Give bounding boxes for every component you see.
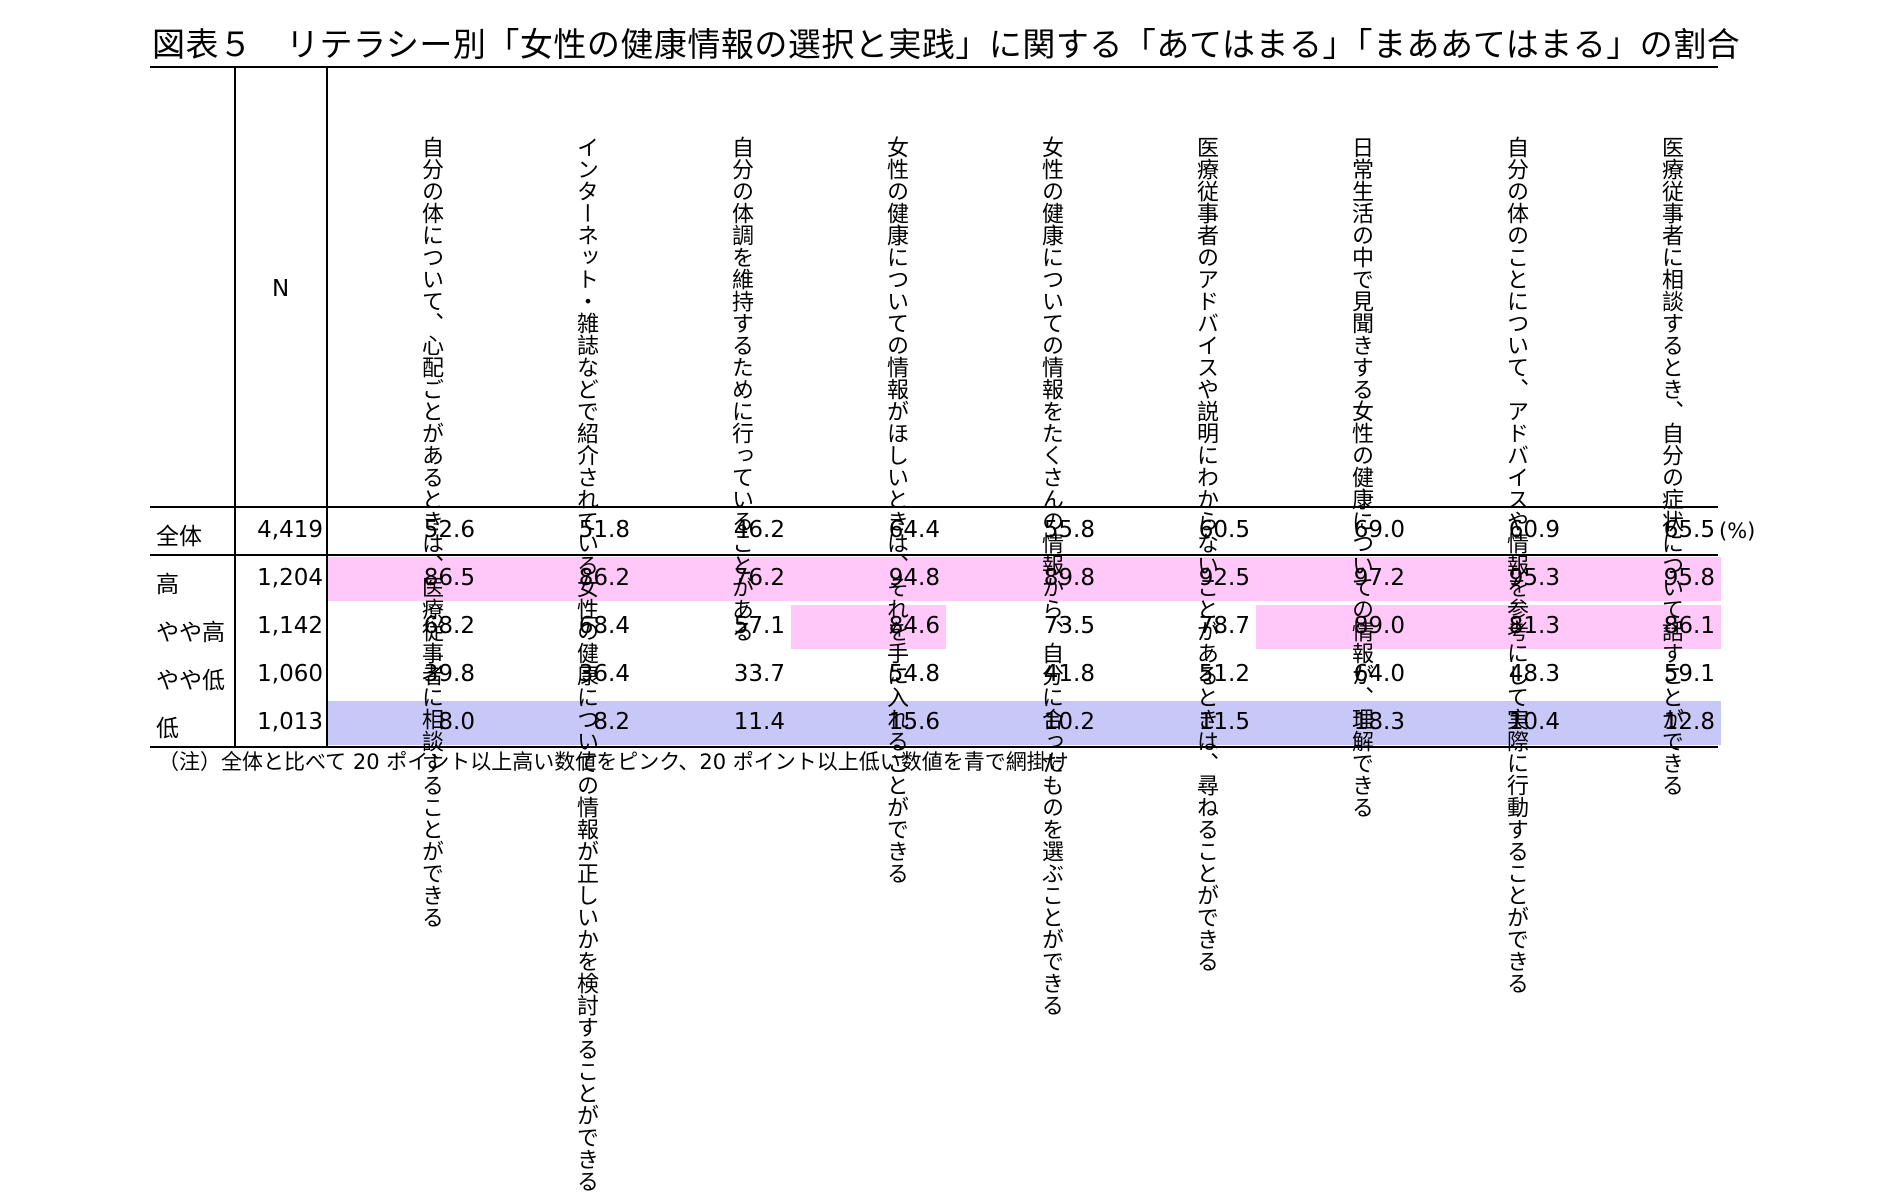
data-value: 8.0: [438, 709, 475, 735]
highlight-cell: [946, 701, 1101, 745]
data-value: 95.8: [1663, 565, 1715, 591]
label-divider-line: [234, 66, 236, 748]
data-value: 15.6: [888, 709, 940, 735]
unit-label: (%): [1719, 519, 1756, 543]
n-value: 1,204: [257, 565, 323, 591]
header-bottom-line: [150, 506, 1718, 508]
column-header: 医療従事者のアドバイスや説明にわからないことがあるときは、尋ねることができる: [1100, 136, 1220, 972]
data-value: 94.8: [888, 565, 940, 591]
n-column-header: N: [272, 276, 290, 302]
data-value: 69.0: [1353, 517, 1405, 543]
data-value: 60.9: [1508, 517, 1560, 543]
data-value: 60.5: [1198, 517, 1250, 543]
highlight-cell: [1256, 557, 1411, 601]
data-value: 54.8: [888, 661, 940, 687]
highlight-cell: [1566, 605, 1721, 649]
data-value: 10.4: [1508, 709, 1560, 735]
data-value: 86.1: [1663, 613, 1715, 639]
page-title: 図表５ リテラシー別「女性の健康情報の選択と実践」に関する「あてはまる」「まああ…: [152, 25, 1741, 64]
highlight-cell: [636, 557, 791, 601]
n-value: 1,142: [257, 613, 323, 639]
highlight-cell: [481, 557, 636, 601]
highlight-cell: [1256, 701, 1411, 745]
highlight-cell: [481, 701, 636, 745]
data-value: 36.4: [578, 661, 630, 687]
total-row-bottom-line: [150, 554, 1718, 556]
data-value: 52.6: [423, 517, 475, 543]
data-value: 81.3: [1508, 613, 1560, 639]
highlight-cell: [1566, 557, 1721, 601]
highlight-cell: [1101, 701, 1256, 745]
column-header: 自分の体のことについて、アドバイスや情報を参考にして実際に行動することができる: [1410, 136, 1530, 994]
data-value: 41.8: [1043, 661, 1095, 687]
row-label: 高: [156, 572, 179, 598]
data-value: 89.0: [1353, 613, 1405, 639]
data-value: 10.2: [1043, 709, 1095, 735]
data-value: 59.1: [1663, 661, 1715, 687]
highlight-cell: [791, 557, 946, 601]
data-value: 64.4: [888, 517, 940, 543]
column-header: 自分の体について、心配ごとがあるときは、医療従事者に相談することができる: [418, 136, 443, 928]
highlight-cell: [1566, 701, 1721, 745]
n-value: 1,013: [257, 709, 323, 735]
data-value: 48.3: [1508, 661, 1560, 687]
highlight-cell: [1101, 557, 1256, 601]
data-value: 8.2: [593, 709, 630, 735]
literacy-table: N 自分の体について、心配ごとがあるときは、医療従事者に相談することができる インタ…: [150, 66, 1755, 1192]
data-value: 84.6: [888, 613, 940, 639]
data-value: 46.2: [733, 517, 785, 543]
data-value: 64.0: [1353, 661, 1405, 687]
highlight-cell: [636, 701, 791, 745]
data-value: 76.2: [733, 565, 785, 591]
row-label: やや低: [156, 668, 225, 694]
data-value: 12.8: [1663, 709, 1715, 735]
column-header: 女性の健康についての情報がほしいときは、それを手に入れることができる: [883, 136, 908, 884]
data-value: 11.4: [733, 709, 785, 735]
data-value: 65.5: [1663, 517, 1715, 543]
n-value: 4,419: [257, 517, 323, 543]
table-note: （注）全体と比べて 20 ポイント以上高い数値をピンク、20 ポイント以上低い数…: [158, 750, 1069, 774]
highlight-cell: [1411, 605, 1566, 649]
highlight-cell: [1411, 557, 1566, 601]
column-header: インターネット・雑誌などで紹介されている女性の健康についての情報が正しいかを検討…: [573, 136, 598, 1192]
highlight-cell: [326, 557, 481, 601]
table-top-line: [150, 66, 1718, 68]
highlight-cell: [946, 557, 1101, 601]
highlight-cell: [1256, 605, 1411, 649]
data-value: 18.3: [1353, 709, 1405, 735]
data-value: 55.8: [1043, 517, 1095, 543]
data-value: 92.5: [1198, 565, 1250, 591]
data-value: 57.1: [733, 613, 785, 639]
n-value: 1,060: [257, 661, 323, 687]
row-label: 低: [156, 716, 179, 742]
n-divider-line: [326, 66, 328, 748]
data-value: 73.5: [1043, 613, 1095, 639]
data-value: 78.7: [1198, 613, 1250, 639]
data-value: 68.4: [578, 613, 630, 639]
column-header: 日常生活の中で見聞きする女性の健康についての情報が、理解できる: [1348, 136, 1373, 818]
data-value: 86.2: [578, 565, 630, 591]
column-header: 医療従事者に相談するとき、自分の症状について話すことができる: [1658, 136, 1683, 796]
data-value: 33.7: [733, 661, 785, 687]
data-value: 95.3: [1508, 565, 1560, 591]
highlight-cell: [791, 701, 946, 745]
data-value: 86.5: [423, 565, 475, 591]
data-value: 51.2: [1198, 661, 1250, 687]
data-value: 97.2: [1353, 565, 1405, 591]
table-bottom-line: [150, 746, 1718, 748]
data-value: 89.8: [1043, 565, 1095, 591]
data-value: 68.2: [423, 613, 475, 639]
highlight-cell: [326, 701, 481, 745]
column-header: 女性の健康についての情報をたくさんの情報から、自分に合ったものを選ぶことができる: [945, 136, 1065, 1016]
column-header: 自分の体調を維持するために行っていることがある: [728, 136, 753, 642]
highlight-cell: [791, 605, 946, 649]
highlight-cell: [1411, 701, 1566, 745]
data-value: 11.5: [1198, 709, 1250, 735]
data-value: 39.8: [423, 661, 475, 687]
row-label: やや高: [156, 620, 225, 646]
row-label: 全体: [156, 524, 202, 550]
data-value: 51.8: [578, 517, 630, 543]
